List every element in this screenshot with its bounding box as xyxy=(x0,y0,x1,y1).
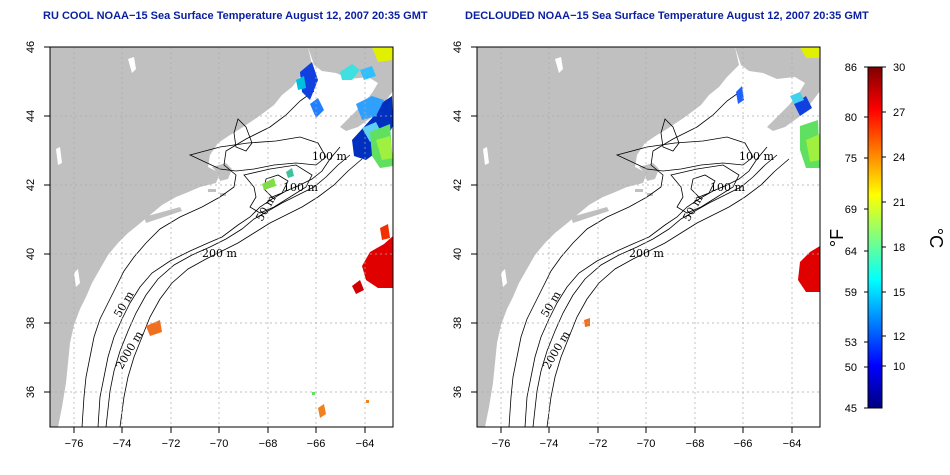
left-sst-overlay xyxy=(146,47,393,418)
x-tick-label: −76 xyxy=(65,438,84,450)
fahrenheit-tick-label: 75 xyxy=(845,153,857,165)
x-tick-label: −66 xyxy=(734,438,753,450)
celsius-tick-label: 15 xyxy=(893,287,905,299)
y-tick-label: 38 xyxy=(25,317,37,329)
celsius-tick-labels: 30 27 24 21 18 15 12 10 xyxy=(893,62,905,373)
celsius-tick-label: 18 xyxy=(893,242,905,254)
y-tick-label: 42 xyxy=(452,179,464,191)
y-tick-label: 36 xyxy=(452,386,464,398)
right-x-tick-labels: −76 −74 −72 −70 −68 −66 −64 xyxy=(492,438,802,450)
x-tick-label: −74 xyxy=(540,438,559,450)
right-basemap xyxy=(476,46,821,428)
fahrenheit-tick-label: 69 xyxy=(845,204,857,216)
x-tick-label: −68 xyxy=(259,438,278,450)
fahrenheit-tick-label: 59 xyxy=(845,287,857,299)
contour-label: 100 m xyxy=(710,181,745,194)
x-tick-label: −64 xyxy=(783,438,802,450)
celsius-tick-label: 10 xyxy=(893,361,905,373)
y-tick-label: 38 xyxy=(452,317,464,329)
contour-label: 100 m xyxy=(739,150,774,163)
celsius-tick-label: 24 xyxy=(893,152,905,164)
x-tick-label: −66 xyxy=(307,438,326,450)
y-tick-label: 42 xyxy=(25,179,37,191)
colorbar-ticks xyxy=(864,66,886,409)
left-grid xyxy=(50,47,393,427)
x-tick-label: −72 xyxy=(589,438,608,450)
right-axis-ticks xyxy=(471,46,793,433)
y-tick-label: 36 xyxy=(25,386,37,398)
right-map-frame xyxy=(476,46,821,428)
fahrenheit-tick-label: 86 xyxy=(845,62,857,74)
celsius-tick-label: 30 xyxy=(893,62,905,74)
right-map-title: DECLOUDED NOAA−15 Sea Surface Temperatur… xyxy=(465,10,869,22)
left-map-frame xyxy=(49,46,394,428)
fahrenheit-unit-label: °F xyxy=(827,229,847,247)
left-map-title: RU COOL NOAA−15 Sea Surface Temperature … xyxy=(43,10,428,22)
celsius-tick-label: 12 xyxy=(893,331,905,343)
x-tick-label: −68 xyxy=(686,438,705,450)
celsius-tick-label: 27 xyxy=(893,107,905,119)
left-y-tick-labels: 36 38 40 42 44 46 xyxy=(25,41,37,398)
fahrenheit-tick-label: 64 xyxy=(845,246,857,258)
fahrenheit-tick-labels: 86 80 75 69 64 59 53 50 45 xyxy=(845,62,857,415)
fahrenheit-tick-label: 80 xyxy=(845,112,857,124)
fahrenheit-tick-label: 45 xyxy=(845,403,857,415)
y-tick-label: 44 xyxy=(25,110,37,122)
contour-label: 200 m xyxy=(629,247,664,260)
left-x-tick-labels: −76 −74 −72 −70 −68 −66 −64 xyxy=(65,438,375,450)
left-basemap xyxy=(49,46,394,428)
x-tick-label: −72 xyxy=(162,438,181,450)
celsius-unit-label: °C xyxy=(926,228,946,248)
y-tick-label: 40 xyxy=(25,248,37,260)
x-tick-label: −70 xyxy=(637,438,656,450)
contour-label: 200 m xyxy=(202,247,237,260)
y-tick-label: 40 xyxy=(452,248,464,260)
fahrenheit-tick-label: 53 xyxy=(845,337,857,349)
fahrenheit-tick-label: 50 xyxy=(845,362,857,374)
right-sst-overlay xyxy=(584,47,820,327)
left-axis-ticks xyxy=(44,46,366,433)
right-map: −76 −74 −72 −70 −68 −66 −64 36 38 40 42 … xyxy=(452,41,821,450)
contour-label: 100 m xyxy=(312,150,347,163)
contour-label: 100 m xyxy=(283,181,318,194)
x-tick-label: −70 xyxy=(210,438,229,450)
y-tick-label: 44 xyxy=(452,110,464,122)
y-tick-label: 46 xyxy=(25,41,37,53)
x-tick-label: −74 xyxy=(113,438,132,450)
colorbar-gradient xyxy=(867,66,883,409)
y-tick-label: 46 xyxy=(452,41,464,53)
x-tick-label: −64 xyxy=(356,438,375,450)
colorbar: 86 80 75 69 64 59 53 50 45 30 27 24 21 1… xyxy=(827,62,946,415)
right-y-tick-labels: 36 38 40 42 44 46 xyxy=(452,41,464,398)
celsius-tick-label: 21 xyxy=(893,197,905,209)
left-map: −76 −74 −72 −70 −68 −66 −64 36 38 40 42 … xyxy=(25,41,394,450)
right-grid xyxy=(477,47,820,427)
x-tick-label: −76 xyxy=(492,438,511,450)
